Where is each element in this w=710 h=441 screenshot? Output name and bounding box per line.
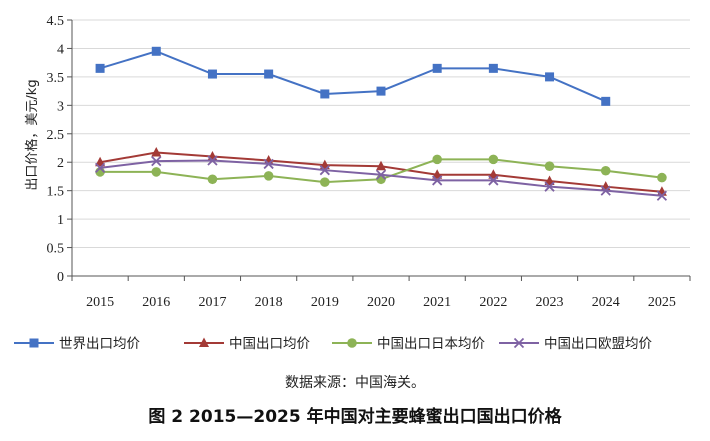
marker-stroke: [375, 169, 387, 180]
y-tick-label: 2.5: [47, 128, 65, 143]
marker-stroke: [544, 181, 555, 192]
marker-stroke: [319, 165, 330, 176]
x-tick-labels: 2015 2016 2017 2018 2019 2020 2021 2022 2023 2024…: [86, 295, 676, 310]
legend-marker: [199, 337, 209, 347]
marker-stroke: [151, 155, 162, 167]
x-tick-label: 2022: [479, 295, 507, 310]
legend-marker: [513, 337, 525, 349]
y-tick-labels: 0 0.5 1 1.5 2 2.5 3 3.5 4 4.5: [47, 14, 65, 285]
y-tick-label: 0: [57, 270, 64, 285]
data-point: [544, 181, 555, 192]
marker-stroke: [656, 190, 668, 201]
data-point: [264, 69, 274, 79]
x-tick-label: 2020: [367, 295, 395, 310]
data-point: [151, 147, 162, 157]
y-tick-label: 3: [57, 99, 64, 114]
chart-legend: 世界出口均价 中国出口均价 中国出口日本均价 中国出口欧盟均价: [14, 336, 652, 352]
data-point: [488, 169, 499, 179]
legend-item: 世界出口均价: [14, 336, 140, 352]
data-point: [432, 63, 442, 73]
data-point: [375, 169, 387, 180]
series-0: [95, 46, 611, 106]
data-point: [657, 172, 667, 183]
marker-stroke: [207, 155, 218, 166]
data-point: [600, 185, 611, 196]
y-tick-label: 2: [57, 156, 64, 171]
series-3: [94, 155, 668, 201]
x-tick-label: 2017: [198, 295, 226, 310]
y-tick-label: 4.5: [47, 14, 65, 29]
legend-label: 中国出口均价: [229, 336, 310, 352]
data-point: [432, 169, 443, 179]
y-tick-label: 4: [57, 42, 64, 57]
marker-stroke: [600, 185, 611, 196]
data-point: [488, 63, 498, 73]
y-tick-label: 1.5: [47, 185, 65, 200]
y-tick-label: 0.5: [47, 242, 65, 257]
legend-item: 中国出口日本均价: [332, 336, 485, 352]
y-tick-label: 3.5: [47, 71, 65, 86]
marker-stroke: [432, 175, 443, 186]
data-point: [488, 175, 499, 186]
data-point: [656, 190, 668, 201]
x-tick-label: 2019: [311, 295, 339, 310]
data-point: [601, 96, 611, 106]
data-point: [263, 171, 274, 181]
data-point: [544, 175, 555, 185]
series-line: [99, 151, 662, 193]
data-point: [319, 165, 330, 176]
chart-series: [94, 46, 668, 201]
data-point: [320, 89, 330, 99]
marker-stroke: [513, 337, 525, 349]
chart-grid: [72, 19, 690, 249]
legend-label: 中国出口日本均价: [377, 336, 485, 352]
data-point: [488, 154, 499, 165]
x-tick-label: 2021: [423, 295, 451, 310]
legend-marker: [347, 338, 357, 348]
data-point: [207, 155, 218, 166]
legend-marker: [29, 338, 39, 348]
legend-item: 中国出口欧盟均价: [499, 336, 652, 352]
figure-caption: 图 2 2015—2025 年中国对主要蜂蜜出口国出口价格: [148, 407, 562, 427]
data-point: [320, 177, 330, 187]
marker-stroke: [263, 158, 274, 170]
legend-item: 中国出口均价: [184, 336, 310, 352]
x-tick-label: 2018: [255, 295, 283, 310]
data-point: [94, 162, 106, 174]
marker-stroke: [94, 162, 106, 174]
x-tick-label: 2016: [142, 295, 170, 310]
x-tick-label: 2023: [536, 295, 564, 310]
data-point: [545, 72, 555, 82]
x-tick-label: 2015: [86, 295, 114, 310]
marker-stroke: [488, 175, 499, 186]
series-line: [99, 50, 607, 103]
data-point: [95, 63, 105, 73]
chart-axes: [67, 19, 691, 281]
y-axis-label: 出口价格，美元/kg: [24, 79, 40, 190]
y-tick-label: 1: [57, 213, 64, 228]
legend-label: 中国出口欧盟均价: [544, 336, 652, 352]
data-point: [432, 175, 443, 186]
data-point: [151, 155, 162, 167]
data-point: [207, 69, 217, 79]
data-point: [95, 156, 106, 167]
legend-label: 世界出口均价: [59, 336, 140, 352]
data-point: [207, 174, 218, 185]
data-point: [151, 167, 162, 177]
series-2: [95, 154, 667, 187]
data-point: [544, 161, 555, 172]
data-point: [432, 154, 442, 165]
data-point: [151, 46, 161, 56]
data-point: [376, 86, 386, 96]
line-chart: 00.511.522.533.544.5 2015 2016 2017 2018 201…: [14, 14, 691, 352]
data-point: [263, 158, 274, 170]
data-source-note: 数据来源：中国海关。: [285, 375, 425, 391]
data-point: [376, 160, 386, 171]
x-tick-label: 2024: [592, 295, 620, 310]
x-tick-label: 2025: [648, 295, 676, 310]
data-point: [600, 165, 611, 176]
